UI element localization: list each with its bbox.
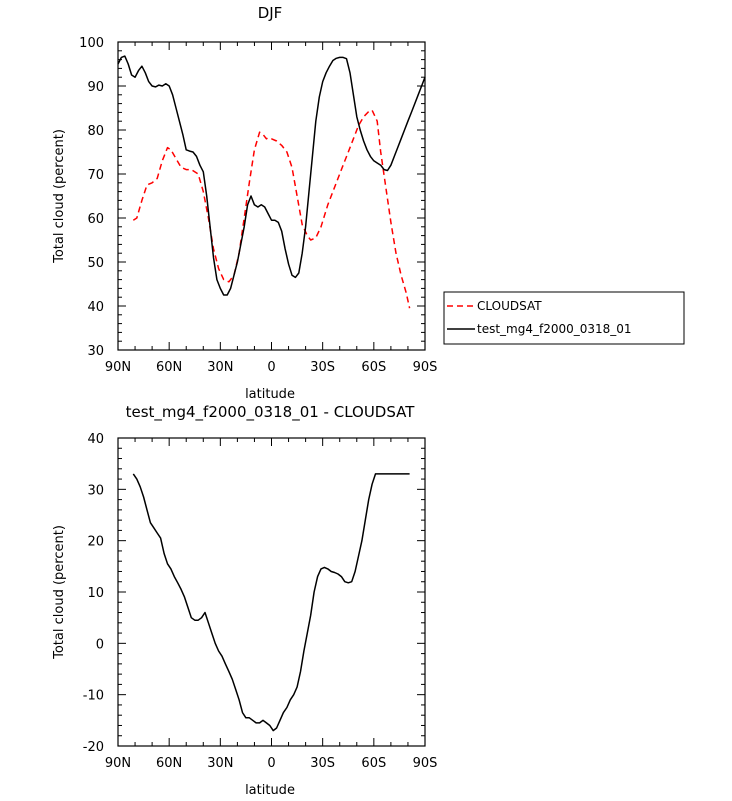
x-tick-label: 30N — [207, 360, 233, 375]
y-tick-label: 40 — [87, 432, 104, 447]
y-tick-label: 70 — [87, 168, 104, 183]
y-axis-label: Total cloud (percent) — [52, 525, 67, 660]
y-tick-label: 30 — [87, 344, 104, 359]
legend-box — [443, 291, 685, 345]
plot-frame — [117, 437, 426, 747]
y-tick-label: 40 — [87, 300, 104, 315]
series-line-difference-0 — [132, 473, 410, 732]
series-line-cloudsat — [132, 109, 411, 309]
chart-title: DJF — [258, 4, 283, 22]
plot-frame — [117, 41, 426, 351]
x-tick-label: 30S — [310, 360, 335, 375]
chart-djf: DJF Total cloud (percent) latitude 90N 60… — [52, 4, 685, 402]
y-tick-label: -10 — [83, 689, 104, 704]
x-tick-label: 90S — [413, 360, 438, 375]
x-tick-label: 90N — [105, 360, 131, 375]
x-tick-label: 90N — [105, 756, 131, 771]
chart-title: test_mg4_f2000_0318_01 - CLOUDSAT — [126, 403, 416, 422]
y-tick-label: -20 — [83, 740, 104, 755]
legend: CLOUDSAT test_mg4_f2000_0318_01 — [443, 291, 685, 345]
x-tick-label: 30N — [207, 756, 233, 771]
y-tick-label: 60 — [87, 212, 104, 227]
x-tick-label: 60N — [156, 360, 182, 375]
x-tick-label: 30S — [310, 756, 335, 771]
y-tick-label: 90 — [87, 80, 104, 95]
x-tick-label: 60N — [156, 756, 182, 771]
y-tick-label: 0 — [96, 637, 104, 652]
plot-area: 90N 60N 30N 0 30S 60S 90S -20 -10 0 10 20 30 40 — [83, 432, 438, 771]
x-axis-label: latitude — [245, 783, 295, 798]
x-tick-label: 60S — [361, 360, 386, 375]
y-tick-label: 20 — [87, 535, 104, 550]
y-tick-label: 30 — [87, 483, 104, 498]
y-tick-label: 50 — [87, 256, 104, 271]
chart-difference: test_mg4_f2000_0318_01 - CLOUDSAT Total … — [52, 403, 437, 798]
legend-label-cloudsat: CLOUDSAT — [477, 299, 542, 313]
x-axis-label: latitude — [245, 387, 295, 402]
y-tick-label: 80 — [87, 124, 104, 139]
x-tick-label: 0 — [267, 756, 275, 771]
plot-area: 90N 60N 30N 0 30S 60S 90S 30 40 50 60 70 80 90 100 — [79, 36, 437, 375]
x-tick-label: 0 — [267, 360, 275, 375]
x-tick-label: 60S — [361, 756, 386, 771]
y-axis-label: Total cloud (percent) — [52, 129, 67, 264]
x-tick-label: 90S — [413, 756, 438, 771]
legend-label-model: test_mg4_f2000_0318_01 — [477, 322, 632, 336]
y-tick-label: 100 — [79, 36, 104, 51]
y-tick-label: 10 — [87, 586, 104, 601]
series-line-test-mg4-f2000-0318-01 — [117, 55, 426, 296]
